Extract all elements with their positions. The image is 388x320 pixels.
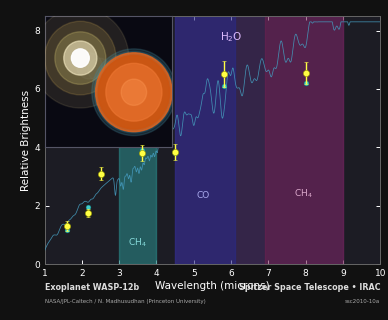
Text: Spitzer Space Telescope • IRAC: Spitzer Space Telescope • IRAC [239, 283, 380, 292]
Bar [265, 16, 343, 264]
Text: CO: CO [196, 191, 210, 200]
Text: H$_2$O: H$_2$O [220, 31, 242, 44]
Bar [175, 16, 343, 264]
Text: CH$_4$: CH$_4$ [294, 187, 313, 200]
Bar [119, 16, 156, 264]
Bar [175, 16, 235, 264]
X-axis label: Wavelength (microns): Wavelength (microns) [155, 281, 270, 291]
Text: Exoplanet WASP-12b: Exoplanet WASP-12b [45, 283, 139, 292]
Text: NASA/JPL-Caltech / N. Madhusudhan (Princeton University): NASA/JPL-Caltech / N. Madhusudhan (Princ… [45, 299, 205, 304]
Text: CH$_4$: CH$_4$ [128, 237, 147, 249]
Text: ssc2010-10a: ssc2010-10a [345, 299, 380, 304]
Y-axis label: Relative Brightness: Relative Brightness [21, 89, 31, 191]
